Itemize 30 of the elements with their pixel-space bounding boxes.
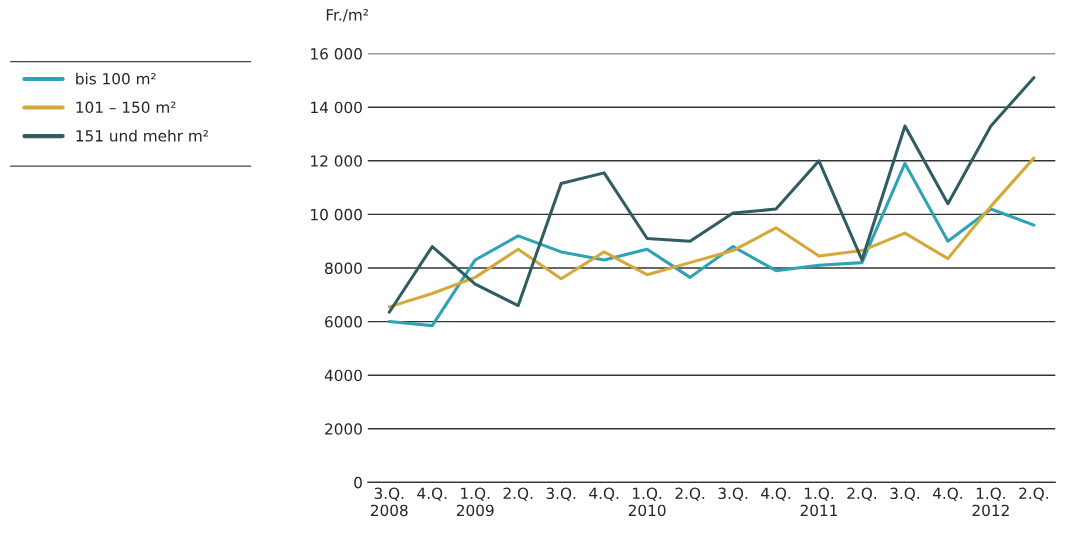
x-tick-label: 1.Q. 2011 (800, 487, 838, 517)
y-tick-label: 2000 (325, 423, 362, 435)
y-tick-label: 12 000 (311, 155, 362, 167)
x-tick-label: 2.Q. (1019, 487, 1048, 501)
x-tick-label: 2.Q. (847, 487, 877, 501)
y-tick-label: 10 000 (311, 208, 362, 221)
y-tick-label: 16 000 (311, 48, 362, 60)
y-tick-label: 0 (354, 476, 362, 489)
y-tick-label: 6000 (325, 316, 362, 328)
x-tick-label: 1.Q. 2010 (628, 487, 666, 517)
x-tick-label: 4.Q. (417, 487, 447, 501)
line-series (387, 76, 1036, 314)
x-tick-label: 4.Q. (589, 487, 619, 501)
x-tick-label: 4.Q. (932, 487, 962, 501)
x-tick-label: 3.Q. (718, 487, 748, 501)
legend-label: 151 und mehr m² (76, 129, 208, 142)
x-tick-label: 1.Q. 2009 (456, 487, 494, 517)
x-tick-label: 3.Q. (546, 487, 576, 501)
x-tick-label: 2.Q. (675, 487, 705, 501)
y-tick-label: 14 000 (311, 101, 362, 114)
x-tick-label: 3.Q. (890, 487, 920, 501)
x-tick-label: 3.Q. 2008 (370, 487, 408, 517)
y-tick-label: 4000 (324, 369, 362, 382)
legend-label: bis 100 m² (76, 72, 156, 85)
x-tick-label: 2.Q. (503, 487, 533, 501)
legend-label: 101 – 150 m² (76, 101, 176, 114)
y-axis-title: Fr./m² (326, 9, 368, 22)
x-tick-label: 1.Q. 2012 (972, 487, 1009, 517)
x-tick-label: 4.Q. (761, 487, 791, 501)
y-tick-label: 8000 (325, 262, 362, 275)
